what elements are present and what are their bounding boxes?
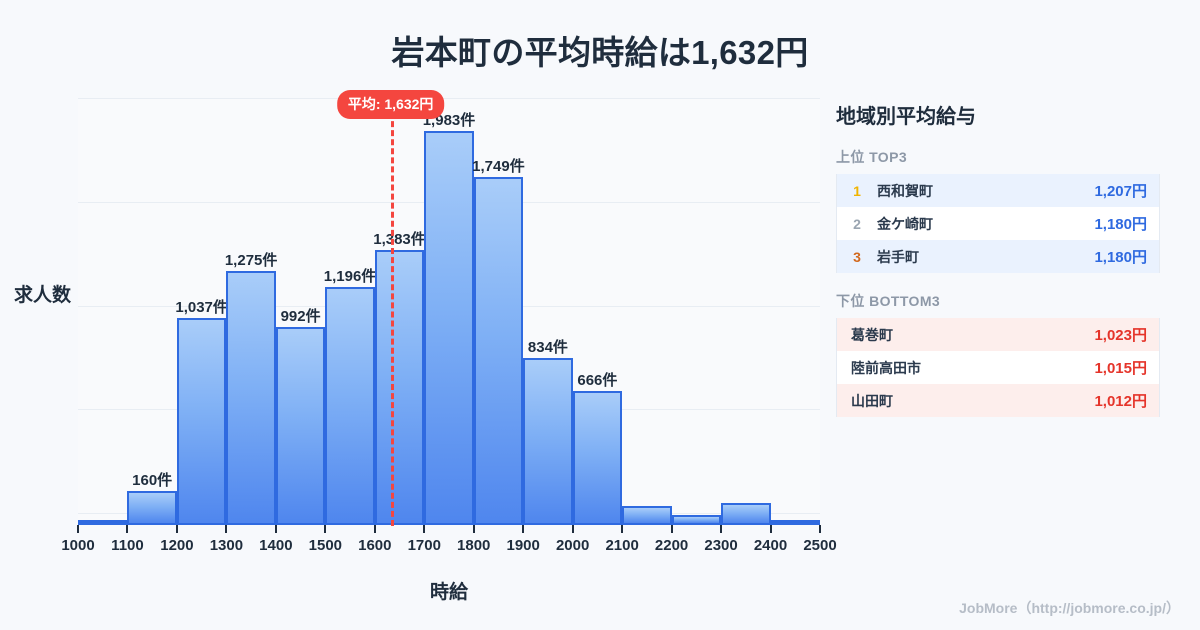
- bar-value-label: 666件: [577, 372, 618, 389]
- x-axis-tick-label: 1700: [407, 537, 441, 554]
- rank-row[interactable]: 2 金ケ崎町 1,180円: [837, 207, 1159, 240]
- histogram-bar[interactable]: [721, 503, 771, 523]
- bar-value-label: 1,749件: [472, 158, 525, 175]
- average-line: [390, 112, 394, 526]
- x-axis-tick-label: 1500: [308, 537, 343, 554]
- x-axis-tick: [571, 525, 574, 533]
- x-axis-tick-label: 2300: [704, 537, 738, 554]
- histogram-chart: 160件 1,037件 1,275件 992件 1,196件 1,383件 1,983件 1,…: [0, 90, 837, 603]
- region-salary-value: 1,207円: [1094, 183, 1147, 200]
- x-axis-tick: [670, 525, 673, 533]
- top3-table: 1 西和賀町 1,207円 2 金ケ崎町 1,180円 3 岩手町 1,180円: [836, 174, 1160, 273]
- x-axis-tick-label: 1400: [259, 537, 293, 554]
- histogram-bar[interactable]: 992件: [275, 308, 326, 523]
- histogram-bar[interactable]: 1,196件: [324, 268, 376, 523]
- bar-value-label: 992件: [280, 308, 321, 325]
- x-axis-tick: [472, 525, 475, 533]
- rank-row[interactable]: 葛巻町 1,023円: [837, 318, 1159, 351]
- histogram-bar[interactable]: 1,749件: [472, 158, 525, 523]
- histogram-bar[interactable]: [622, 506, 672, 523]
- bar-value-label: 1,037件: [175, 299, 228, 316]
- x-axis-tick-label: 2200: [654, 537, 689, 554]
- histogram-bar[interactable]: [78, 520, 128, 523]
- x-axis-tick-label: 1800: [457, 537, 491, 554]
- histogram-bar[interactable]: 834件: [523, 339, 573, 523]
- x-axis-tick-label: 2500: [803, 537, 837, 554]
- region-name: 西和賀町: [877, 182, 933, 199]
- page-title: 岩本町の平均時給は1,632円: [391, 34, 809, 71]
- x-axis-tick-label: 1200: [160, 537, 194, 554]
- rank-row[interactable]: 陸前高田市 1,015円: [837, 351, 1159, 384]
- histogram-bar[interactable]: 1,275件: [225, 252, 277, 523]
- x-axis-tick: [126, 525, 129, 533]
- panel-title: 地域別平均給与: [836, 106, 976, 128]
- gridline: [78, 98, 820, 99]
- region-name: 陸前高田市: [851, 359, 921, 376]
- x-axis-tick: [423, 525, 426, 533]
- histogram-bar[interactable]: [671, 515, 722, 523]
- x-axis-tick: [324, 525, 327, 533]
- x-axis-tick-label: 2400: [753, 537, 788, 554]
- x-axis-tick: [175, 525, 178, 533]
- bar-value-label: 1,383件: [373, 231, 426, 248]
- x-axis-tick-label: 1900: [506, 537, 540, 554]
- bottom3-table: 葛巻町 1,023円陸前高田市 1,015円山田町 1,012円: [836, 318, 1160, 417]
- region-name: 金ケ崎町: [877, 215, 933, 232]
- top3-heading: 上位 TOP3: [836, 149, 908, 165]
- x-axis-tick: [77, 525, 79, 533]
- plot-area: 160件 1,037件 1,275件 992件 1,196件 1,383件 1,983件 1,…: [78, 98, 820, 523]
- x-axis-tick: [769, 525, 772, 533]
- regional-salary-panel: 地域別平均給与 上位 TOP3 1 西和賀町 1,207円 2 金ケ崎町 1,180円 3 岩…: [836, 100, 1176, 435]
- region-salary-value: 1,180円: [1094, 216, 1147, 233]
- region-salary-value: 1,012円: [1094, 393, 1147, 410]
- x-axis-tick: [373, 525, 376, 533]
- x-axis-tick: [225, 525, 228, 533]
- x-axis-tick: [720, 525, 723, 533]
- x-axis-tick-label: 2000: [555, 537, 590, 554]
- region-salary-value: 1,180円: [1094, 249, 1147, 266]
- axis-baseline: [78, 523, 820, 525]
- x-axis-label: 時給: [429, 582, 468, 603]
- region-salary-value: 1,015円: [1094, 360, 1147, 377]
- bar-value-label: 160件: [132, 472, 173, 489]
- x-axis-tick: [274, 525, 277, 533]
- region-name: 山田町: [851, 392, 893, 409]
- rank-row[interactable]: 山田町 1,012円: [837, 384, 1159, 417]
- x-axis-tick: [522, 525, 525, 533]
- histogram-bar[interactable]: 1,983件: [423, 112, 475, 523]
- rank-row[interactable]: 1 西和賀町 1,207円: [837, 174, 1159, 207]
- x-axis-tick-label: 1000: [61, 537, 95, 554]
- footer-attribution: JobMore（http://jobmore.co.jp/）: [959, 600, 1180, 616]
- x-axis-tick-label: 1300: [209, 537, 244, 554]
- x-axis-tick-label: 1100: [111, 537, 144, 554]
- histogram-bar[interactable]: 160件: [127, 472, 177, 523]
- bar-value-label: 1,196件: [323, 268, 377, 285]
- rank-number: 3: [853, 248, 861, 265]
- histogram-bar[interactable]: 1,383件: [373, 231, 426, 523]
- bar-value-label: 834件: [527, 339, 568, 356]
- region-name: 葛巻町: [851, 326, 893, 343]
- bar-value-label: 1,275件: [224, 252, 278, 269]
- x-axis-tick-label: 2100: [605, 537, 639, 554]
- bottom3-heading: 下位 BOTTOM3: [836, 293, 941, 309]
- region-name: 岩手町: [877, 248, 919, 265]
- y-axis-label: 求人数: [14, 285, 72, 306]
- histogram-bar[interactable]: [770, 520, 820, 523]
- histogram-bar[interactable]: 666件: [572, 372, 623, 523]
- histogram-bar[interactable]: 1,037件: [175, 299, 228, 523]
- rank-number: 1: [853, 182, 861, 199]
- average-badge: 平均: 1,632円: [336, 90, 445, 119]
- x-axis-tick: [621, 525, 624, 533]
- rank-row[interactable]: 3 岩手町 1,180円: [837, 240, 1159, 273]
- x-axis-tick: [819, 525, 821, 533]
- region-salary-value: 1,023円: [1094, 327, 1147, 344]
- rank-number: 2: [853, 215, 861, 232]
- x-axis-tick-label: 1600: [358, 537, 392, 554]
